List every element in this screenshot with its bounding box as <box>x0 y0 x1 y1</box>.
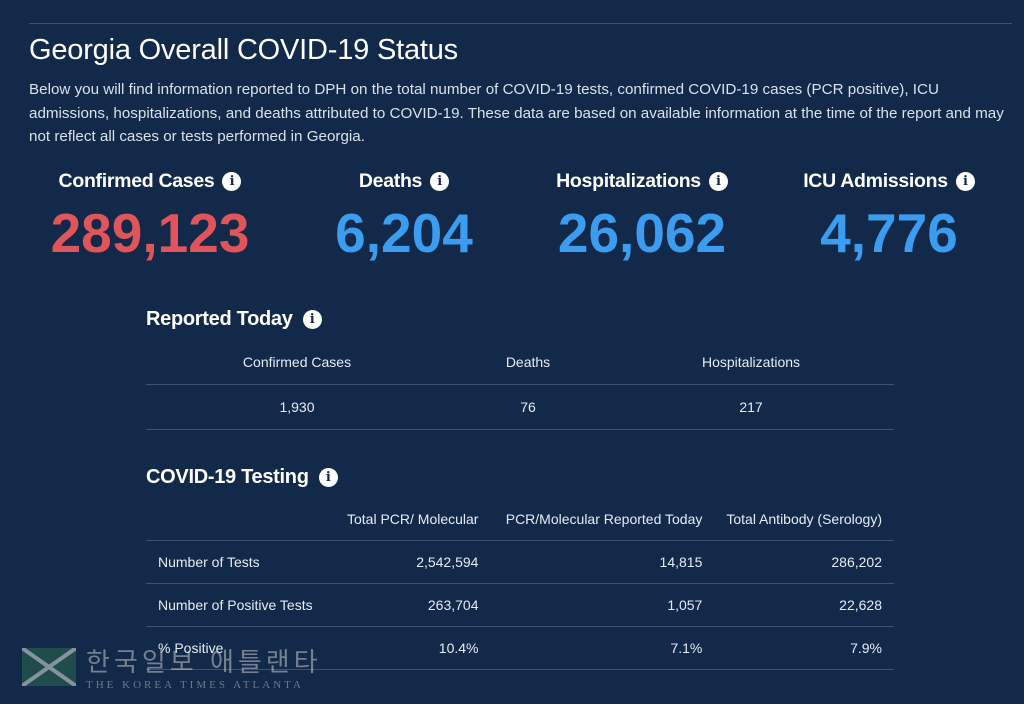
page-description: Below you will find information reported… <box>29 81 1004 145</box>
testing-table: Total PCR/ Molecular PCR/Molecular Repor… <box>146 498 894 670</box>
table-cell: 10.4% <box>334 626 491 670</box>
info-icon[interactable]: i <box>222 172 242 191</box>
table-row: Number of Positive Tests 263,704 1,057 2… <box>146 583 894 627</box>
table-cell: 14,815 <box>490 540 715 584</box>
testing-heading: COVID-19 Testing i <box>146 466 338 489</box>
flag-icon <box>20 645 78 688</box>
stat-hospitalizations: Hospitalizations i 26,062 <box>532 170 752 265</box>
column-header: Total Antibody (Serology) <box>714 498 894 541</box>
section-title: Reported Today <box>146 308 293 330</box>
table-header-row: Confirmed Cases Deaths Hospitalizations <box>146 340 894 385</box>
table-cell: 286,202 <box>714 540 894 584</box>
column-header: Hospitalizations <box>608 340 894 385</box>
table-header-row: Total PCR/ Molecular PCR/Molecular Repor… <box>146 498 894 541</box>
table-cell: 1,930 <box>146 384 448 430</box>
column-header: Total PCR/ Molecular <box>334 498 491 541</box>
watermark-english: THE KOREA TIMES ATLANTA <box>86 679 304 691</box>
row-label: % Positive <box>146 626 335 670</box>
stat-confirmed-cases: Confirmed Cases i 289,123 <box>30 170 270 265</box>
watermark-logo: 한국일보 애틀랜타 THE KOREA TIMES ATLANTA <box>20 642 322 691</box>
stat-value: 289,123 <box>50 202 250 264</box>
info-icon[interactable]: i <box>318 468 338 487</box>
page-title: Georgia Overall COVID-19 Status <box>29 34 458 66</box>
stat-label: ICU Admissions <box>803 170 948 192</box>
table-row: Number of Tests 2,542,594 14,815 286,202 <box>146 540 894 584</box>
table-cell: 263,704 <box>334 583 491 627</box>
column-header <box>146 498 335 541</box>
section-title: COVID-19 Testing <box>146 466 309 488</box>
stat-value: 4,776 <box>820 202 958 264</box>
reported-today-heading: Reported Today i <box>146 308 322 331</box>
table-cell: 1,057 <box>490 583 715 627</box>
info-icon[interactable]: i <box>430 172 450 191</box>
row-label: Number of Positive Tests <box>146 583 335 627</box>
top-divider <box>29 23 1012 24</box>
info-icon[interactable]: i <box>302 310 322 329</box>
column-header: Deaths <box>448 340 608 385</box>
stat-label: Deaths <box>358 170 423 192</box>
watermark-korean: 한국일보 애틀랜타 <box>86 648 322 678</box>
reported-today-table: Confirmed Cases Deaths Hospitalizations … <box>146 340 894 430</box>
table-cell: 7.1% <box>490 626 715 670</box>
table-cell: 76 <box>448 384 608 430</box>
table-cell: 22,628 <box>714 583 894 627</box>
stat-icu-admissions: ICU Admissions i 4,776 <box>784 170 994 265</box>
stat-label: Hospitalizations <box>556 170 701 192</box>
table-row: 1,930 76 217 <box>146 384 894 430</box>
info-icon[interactable]: i <box>955 172 975 191</box>
stat-label: Confirmed Cases <box>58 170 215 192</box>
stat-value: 26,062 <box>557 202 727 264</box>
table-cell: 217 <box>608 384 894 430</box>
table-row: % Positive 10.4% 7.1% 7.9% <box>146 626 894 670</box>
info-icon[interactable]: i <box>708 172 728 191</box>
table-cell: 7.9% <box>714 626 894 670</box>
stat-value: 6,204 <box>335 202 473 264</box>
row-label: Number of Tests <box>146 540 335 584</box>
column-header: Confirmed Cases <box>146 340 448 385</box>
stat-deaths: Deaths i 6,204 <box>296 170 512 265</box>
summary-stats: Confirmed Cases i 289,123 Deaths i 6,204… <box>0 170 1024 280</box>
column-header: PCR/Molecular Reported Today <box>490 498 715 541</box>
table-cell: 2,542,594 <box>334 540 491 584</box>
